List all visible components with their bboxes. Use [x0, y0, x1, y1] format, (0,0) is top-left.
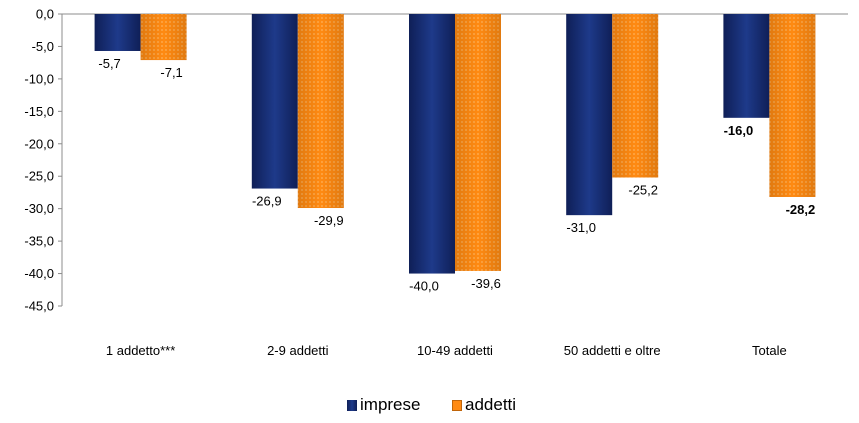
- data-label-addetti-3: -25,2: [628, 183, 658, 198]
- y-tick-label: -15,0: [24, 104, 54, 119]
- y-tick-label: -40,0: [24, 266, 54, 281]
- legend-item-addetti: addetti: [452, 395, 516, 415]
- y-tick-label: -25,0: [24, 169, 54, 184]
- y-tick-label: -5,0: [32, 39, 54, 54]
- data-label-addetti-4: -28,2: [786, 202, 816, 217]
- legend-swatch-imprese: [347, 399, 357, 411]
- category-label-1: 2-9 addetti: [267, 343, 329, 358]
- data-label-imprese-0: -5,7: [98, 56, 120, 71]
- bar-shade-addetti-2: [455, 14, 501, 271]
- legend-label-addetti: addetti: [465, 395, 517, 414]
- data-label-imprese-2: -40,0: [409, 279, 439, 294]
- bar-imprese-3: [566, 14, 613, 216]
- y-tick-label: 0,0: [36, 7, 54, 22]
- category-label-4: Totale: [752, 343, 787, 358]
- legend-label-imprese: imprese: [360, 395, 421, 414]
- category-label-0: 1 addetto***: [106, 343, 175, 358]
- y-tick-label: -30,0: [24, 201, 54, 216]
- y-tick-label: -20,0: [24, 136, 54, 151]
- data-label-imprese-1: -26,9: [252, 194, 282, 209]
- y-tick-label: -45,0: [24, 299, 54, 314]
- bar-shade-addetti-0: [140, 14, 187, 61]
- bar-imprese-4: [723, 14, 770, 118]
- data-label-addetti-2: -39,6: [471, 276, 501, 291]
- bar-imprese-1: [251, 14, 298, 189]
- data-label-imprese-4: -16,0: [724, 123, 754, 138]
- legend: imprese addetti: [0, 395, 859, 421]
- bar-imprese-2: [409, 14, 455, 274]
- bar-shade-addetti-3: [612, 14, 659, 178]
- legend-item-imprese: imprese: [347, 395, 420, 415]
- bar-shade-addetti-4: [769, 14, 816, 197]
- category-label-3: 50 addetti e oltre: [564, 343, 661, 358]
- data-label-imprese-3: -31,0: [566, 220, 596, 235]
- bar-imprese-0: [94, 14, 141, 51]
- category-label-2: 10-49 addetti: [417, 343, 493, 358]
- bar-shade-addetti-1: [297, 14, 344, 209]
- y-tick-label: -35,0: [24, 234, 54, 249]
- legend-swatch-addetti: [452, 399, 462, 411]
- y-tick-label: -10,0: [24, 71, 54, 86]
- data-label-addetti-0: -7,1: [160, 65, 182, 80]
- data-label-addetti-1: -29,9: [314, 213, 344, 228]
- bar-chart: 0,0 -5,0 -10,0 -15,0 -20,0 -25,0 -30,0 -35,0 -40…: [24, 7, 848, 358]
